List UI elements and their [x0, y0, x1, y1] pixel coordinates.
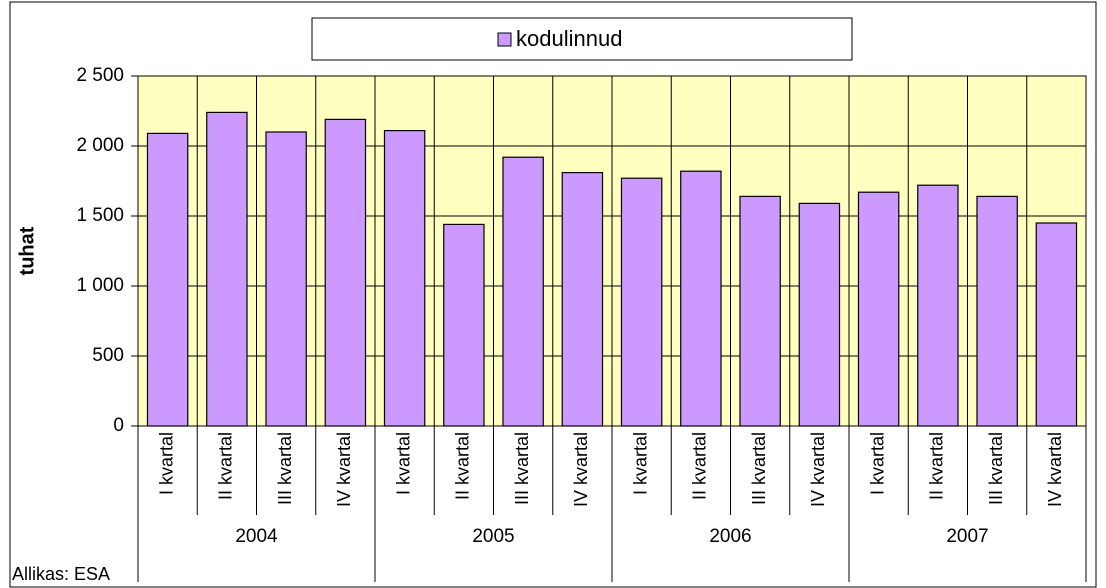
bar — [976, 195, 1018, 427]
legend-label: kodulinnud — [516, 26, 622, 51]
y-tick-label: 2 000 — [76, 135, 124, 156]
legend-box — [311, 17, 853, 61]
x-tick-label: IV kvartal — [334, 432, 354, 507]
bar — [206, 111, 248, 427]
x-tick-label: III kvartal — [986, 432, 1006, 505]
bar — [620, 177, 663, 427]
x-tick-label: I kvartal — [867, 432, 887, 495]
bar — [680, 170, 722, 427]
x-tick-label: IV kvartal — [808, 432, 828, 507]
y-tick-label: 1 500 — [76, 205, 124, 226]
bar — [443, 223, 485, 427]
bar — [502, 156, 544, 427]
legend-swatch — [497, 32, 512, 47]
group-label: 2007 — [946, 526, 988, 547]
x-tick-label: IV kvartal — [571, 432, 591, 507]
x-tick-label: II kvartal — [453, 432, 473, 500]
x-tick-label: I kvartal — [156, 432, 176, 495]
bar — [265, 131, 307, 427]
group-label: 2005 — [472, 526, 514, 547]
x-tick-label: II kvartal — [690, 432, 710, 500]
x-tick-label: III kvartal — [749, 432, 769, 505]
x-tick-label: II kvartal — [927, 432, 947, 500]
y-tick-label: 0 — [113, 415, 124, 436]
source-note: Allikas: ESA — [12, 564, 110, 584]
x-tick-label: III kvartal — [275, 432, 295, 505]
bar — [857, 191, 900, 427]
y-tick-label: 500 — [92, 345, 124, 366]
y-axis-title: tuhat — [16, 226, 38, 275]
x-tick-label: IV kvartal — [1045, 432, 1065, 507]
bar — [917, 184, 959, 427]
bar — [739, 195, 781, 427]
x-tick-label: I kvartal — [630, 432, 650, 495]
bar — [561, 172, 604, 427]
y-tick-label: 1 000 — [76, 275, 124, 296]
x-tick-label: III kvartal — [512, 432, 532, 505]
bar — [1035, 222, 1078, 427]
group-label: 2004 — [235, 526, 278, 547]
x-tick-label: II kvartal — [216, 432, 236, 500]
bar — [383, 130, 426, 427]
bar — [146, 132, 189, 427]
bar — [798, 202, 841, 427]
y-tick-label: 2 500 — [76, 65, 124, 86]
x-tick-label: I kvartal — [393, 432, 413, 495]
bar — [324, 118, 367, 427]
group-label: 2006 — [709, 526, 751, 547]
